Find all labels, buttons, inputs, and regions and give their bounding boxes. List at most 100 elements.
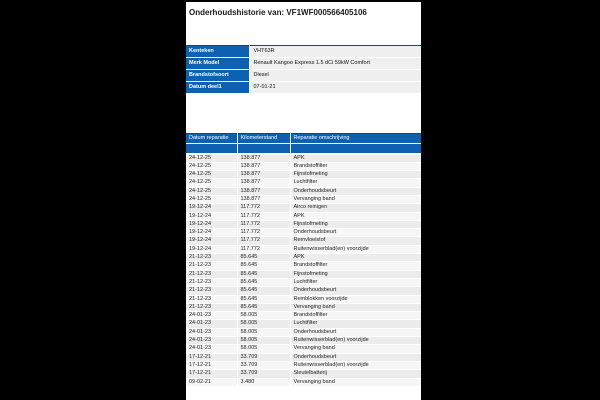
history-row: 24-01-23 58.005 Brandstoffilter <box>186 311 421 321</box>
history-cell-date: 21-12-23 <box>186 253 238 263</box>
history-cell-description: Sleutelbatterij <box>290 369 421 379</box>
history-row: 24-12-25 138.877 Brandstoffilter <box>186 162 421 172</box>
history-row: 24-01-23 58.005 Vervanging band <box>186 344 421 354</box>
history-column-header: Reparatie omschrijving <box>290 133 421 144</box>
history-row: 19-12-24 117.772 Airco reinigen <box>186 203 421 213</box>
history-cell-odometer: 58.005 <box>237 319 291 329</box>
history-cell-date: 17-12-21 <box>186 361 238 371</box>
history-cell-date: 19-12-24 <box>186 228 238 238</box>
history-cell-description: Brandstoffilter <box>290 311 421 321</box>
history-cell-description: Onderhoudsbeurt <box>290 328 421 338</box>
history-cell-odometer: 138.877 <box>237 170 291 180</box>
history-row: 17-12-21 33.709 Ruitenwisserblad(en) voorz… <box>186 361 421 371</box>
history-row: 21-12-23 85.645 Luchtfilter <box>186 278 421 288</box>
history-row: 24-12-25 138.877 Onderhoudsbeurt <box>186 187 421 197</box>
history-cell-description: Fijnstofmeting <box>290 270 421 279</box>
history-row: 24-12-25 138.877 Vervanging band <box>186 195 421 205</box>
history-cell-odometer: 138.877 <box>237 187 291 197</box>
history-cell-date: 24-01-23 <box>186 328 238 338</box>
vehicle-info-value: Diesel <box>248 69 421 82</box>
history-row: 21-12-23 85.645 Onderhoudsbeurt <box>186 286 421 296</box>
history-cell-date: 19-12-24 <box>186 245 238 255</box>
history-cell-date: 24-12-25 <box>186 195 238 205</box>
history-cell-description: Ruitenwisserblad(en) voorzijde <box>290 245 421 255</box>
history-row: 17-12-21 33.709 Sleutelbatterij <box>186 369 421 379</box>
history-row: 21-12-23 85.645 Fijnstofmeting <box>186 270 421 279</box>
history-cell-odometer: 117.772 <box>237 228 291 238</box>
history-cell-date: 24-01-23 <box>186 336 238 346</box>
history-cell-odometer: 85.645 <box>237 261 291 271</box>
history-row: 24-01-23 58.005 Ruitenwisserblad(en) voorz… <box>186 336 421 346</box>
history-row: 19-12-24 117.772 APK <box>186 212 421 221</box>
history-cell-description: Luchtfilter <box>290 278 421 288</box>
history-cell-date: 19-12-24 <box>186 212 238 221</box>
vehicle-info-value: Renault Kangoo Express 1.5 dCi 59kW Comf… <box>248 57 421 70</box>
history-cell-date: 17-12-21 <box>186 369 238 379</box>
history-row: 21-12-23 85.645 Remblokken voorzijde <box>186 295 421 304</box>
history-header: Datum reparatie Kilometerstand Reparatie o… <box>186 133 421 155</box>
history-row: 19-12-24 117.772 Onderhoudsbeurt <box>186 228 421 238</box>
history-header-spacer <box>237 143 291 155</box>
vehicle-info-label: Datum deel1 <box>186 81 249 94</box>
history-cell-date: 24-01-23 <box>186 319 238 329</box>
history-cell-odometer: 33.709 <box>237 353 291 362</box>
report-title: Onderhoudshistorie van: VF1WF00056640510… <box>189 8 367 17</box>
history-row: 24-12-25 138.877 APK <box>186 153 421 163</box>
history-cell-odometer: 117.772 <box>237 203 291 213</box>
history-cell-date: 24-12-25 <box>186 178 238 188</box>
history-cell-odometer: 58.005 <box>237 344 291 354</box>
vehicle-info-row: Merk Model Renault Kangoo Express 1.5 dCi… <box>186 57 421 70</box>
history-cell-date: 19-12-24 <box>186 220 238 230</box>
history-cell-description: Fijnstofmeting <box>290 220 421 230</box>
history-row: 09-02-21 3.480 Vervanging band <box>186 378 421 387</box>
history-cell-description: Remvloeistof <box>290 236 421 246</box>
history-cell-description: Fijnstofmeting <box>290 170 421 180</box>
history-cell-date: 24-12-25 <box>186 162 238 172</box>
history-row: 19-12-24 117.772 Ruitenwisserblad(en) voor… <box>186 245 421 255</box>
history-cell-odometer: 85.645 <box>237 303 291 313</box>
vehicle-info-label: Merk Model <box>186 57 249 70</box>
history-cell-description: Onderhoudsbeurt <box>290 187 421 197</box>
history-cell-odometer: 58.005 <box>237 328 291 338</box>
history-cell-description: Remblokken voorzijde <box>290 295 421 304</box>
history-cell-odometer: 3.480 <box>237 378 291 387</box>
history-cell-date: 21-12-23 <box>186 286 238 296</box>
history-cell-date: 19-12-24 <box>186 236 238 246</box>
history-row: 21-12-23 85.645 Brandstoffilter <box>186 261 421 271</box>
history-column-header: Kilometerstand <box>237 133 291 144</box>
history-cell-description: Onderhoudsbeurt <box>290 286 421 296</box>
history-header-row: Datum reparatie Kilometerstand Reparatie o… <box>186 133 421 144</box>
history-cell-description: APK <box>290 253 421 263</box>
history-row: 24-01-23 58.005 Onderhoudsbeurt <box>186 328 421 338</box>
history-cell-date: 21-12-23 <box>186 270 238 279</box>
history-header-band <box>186 143 421 155</box>
history-header-spacer <box>186 143 238 155</box>
history-cell-description: APK <box>290 212 421 221</box>
history-cell-odometer: 138.877 <box>237 162 291 172</box>
history-cell-description: Ruitenwisserblad(en) voorzijde <box>290 361 421 371</box>
history-row: 19-12-24 117.772 Remvloeistof <box>186 236 421 246</box>
history-cell-odometer: 117.772 <box>237 212 291 221</box>
history-row: 21-12-23 85.645 Vervanging band <box>186 303 421 313</box>
history-cell-odometer: 58.005 <box>237 311 291 321</box>
history-row: 24-12-25 138.877 Luchtfilter <box>186 178 421 188</box>
vehicle-info-row: Brandstofsoort Diesel <box>186 69 421 82</box>
history-cell-date: 24-01-23 <box>186 311 238 321</box>
history-cell-odometer: 33.709 <box>237 361 291 371</box>
vehicle-info-value: 07-01-21 <box>248 81 421 94</box>
history-cell-description: Ruitenwisserblad(en) voorzijde <box>290 336 421 346</box>
history-cell-odometer: 85.645 <box>237 295 291 304</box>
history-cell-odometer: 138.877 <box>237 153 291 163</box>
history-cell-date: 21-12-23 <box>186 295 238 304</box>
history-cell-date: 21-12-23 <box>186 303 238 313</box>
history-cell-date: 09-02-21 <box>186 378 238 387</box>
vehicle-info-value: VHT63R <box>248 45 421 58</box>
history-cell-description: Airco reinigen <box>290 203 421 213</box>
vehicle-info-table: Kenteken VHT63R Merk Model Renault Kangoo E… <box>186 45 421 94</box>
history-cell-date: 19-12-24 <box>186 203 238 213</box>
vehicle-info-row: Kenteken VHT63R <box>186 45 421 58</box>
history-cell-description: Vervanging band <box>290 195 421 205</box>
history-cell-odometer: 138.877 <box>237 178 291 188</box>
vehicle-info-body: Kenteken VHT63R Merk Model Renault Kangoo E… <box>186 45 421 94</box>
